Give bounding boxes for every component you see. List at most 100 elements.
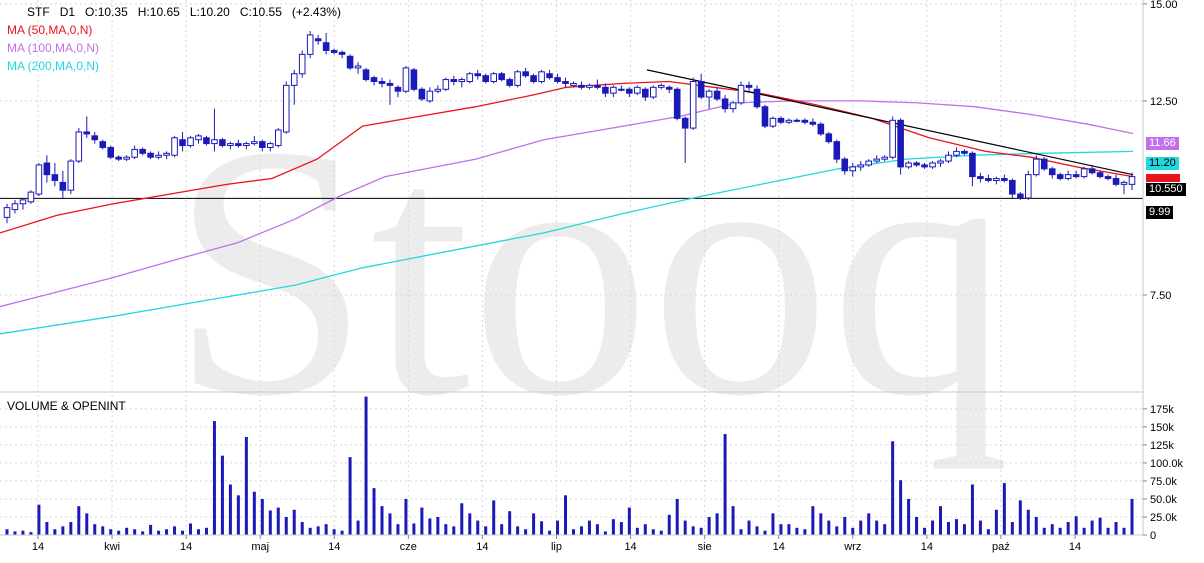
candle-body (905, 162, 912, 168)
ma200-legend[interactable]: MA (200,MA,0,N) (7, 59, 100, 73)
volume-bar (516, 526, 520, 535)
open-value: O:10.35 (85, 5, 128, 19)
volume-bar (204, 527, 208, 535)
candle-body (346, 55, 354, 69)
volume-bar (859, 520, 863, 535)
volume-bar (260, 498, 264, 535)
candle-body (498, 73, 505, 81)
candle-body (945, 154, 952, 162)
candle-body (873, 158, 880, 162)
candle-body (689, 81, 697, 129)
volume-bar (476, 520, 480, 535)
ma100-legend[interactable]: MA (100,MA,0,N) (7, 41, 100, 55)
ma50-legend[interactable]: MA (50,MA,0,N) (7, 23, 93, 37)
candle-body (809, 121, 817, 125)
volume-bar (276, 507, 280, 535)
candle-body (1064, 174, 1072, 180)
time-tick-label: 14 (624, 541, 636, 553)
candle-body (841, 158, 849, 172)
candle-body (266, 143, 274, 148)
candle-body (1040, 158, 1048, 170)
time-tick-label: 14 (328, 541, 340, 553)
change-value: (+2.43%) (291, 5, 341, 19)
candle-body (570, 82, 577, 86)
volume-bar (332, 529, 336, 535)
time-tick-label: lip (551, 541, 562, 553)
candle-body (825, 133, 833, 143)
candle-body (75, 131, 83, 162)
time-tick-label: cze (400, 541, 417, 553)
volume-bar (21, 530, 25, 535)
candle-body (697, 81, 705, 98)
candle-body (115, 156, 122, 160)
candle-body (243, 143, 250, 147)
last-price-tag: 10.550 (1146, 183, 1186, 196)
candle-body (889, 119, 896, 158)
candle-body (594, 84, 601, 88)
candle-body (626, 88, 633, 94)
volume-bar (899, 480, 903, 535)
volume-bar (77, 506, 81, 535)
volume-bar (189, 523, 193, 535)
volume-bar (795, 527, 799, 535)
volume-bar (643, 524, 647, 535)
volume-bar (548, 530, 552, 535)
volume-bar (1122, 527, 1126, 535)
candle-body (290, 73, 298, 86)
support-price-tag: 9.99 (1146, 206, 1174, 219)
volume-bar (1130, 498, 1134, 535)
candle-body (59, 181, 67, 191)
volume-tick-label: 0 (1150, 530, 1156, 542)
time-tick-label: sie (698, 541, 712, 553)
volume-tick-label: 50.0k (1150, 494, 1177, 506)
candle-body (235, 143, 242, 147)
volume-bar (268, 510, 272, 535)
volume-bar (707, 516, 711, 535)
candle-body (977, 176, 984, 180)
volume-bar (883, 524, 887, 535)
candle-body (147, 152, 154, 158)
high-value: H:10.65 (137, 5, 180, 19)
volume-bar (125, 527, 129, 535)
candle-body (602, 86, 609, 94)
candle-body (578, 84, 585, 88)
candle-body (378, 81, 386, 84)
candle-body (67, 160, 75, 191)
candle-body (362, 69, 370, 81)
volume-bar (867, 513, 871, 535)
volume-bar (228, 484, 232, 535)
volume-bar (300, 522, 304, 535)
time-tick-label: 14 (476, 541, 488, 553)
candle-body (1072, 174, 1080, 178)
volume-bar (404, 498, 408, 535)
candle-body (314, 38, 322, 42)
candle-body (993, 178, 1000, 181)
volume-bar (611, 519, 615, 535)
candle-body (11, 203, 19, 211)
volume-tick-label: 175k (1150, 404, 1174, 416)
candle-body (155, 154, 162, 158)
candle-body (817, 123, 825, 135)
volume-bar (939, 506, 943, 535)
candle-body (618, 88, 625, 91)
candle-body (338, 51, 346, 55)
volume-bar (907, 498, 911, 535)
candle-body (929, 162, 936, 168)
volume-bar (587, 520, 591, 535)
ma100-price-tag: 11.66 (1146, 137, 1179, 150)
volume-bar (723, 434, 727, 535)
volume-bar (1050, 524, 1054, 535)
candle-body (610, 86, 617, 94)
volume-bar (1026, 509, 1030, 535)
volume-bar (851, 527, 855, 535)
volume-bar (946, 522, 950, 535)
volume-bar (157, 530, 161, 535)
candle-body (737, 84, 745, 104)
volume-bar (564, 495, 568, 535)
candle-body (713, 90, 721, 100)
candle-body (761, 106, 769, 127)
candle-body (19, 199, 27, 205)
candle-body (538, 71, 545, 83)
volume-bar (651, 529, 655, 535)
volume-bar (364, 396, 368, 535)
